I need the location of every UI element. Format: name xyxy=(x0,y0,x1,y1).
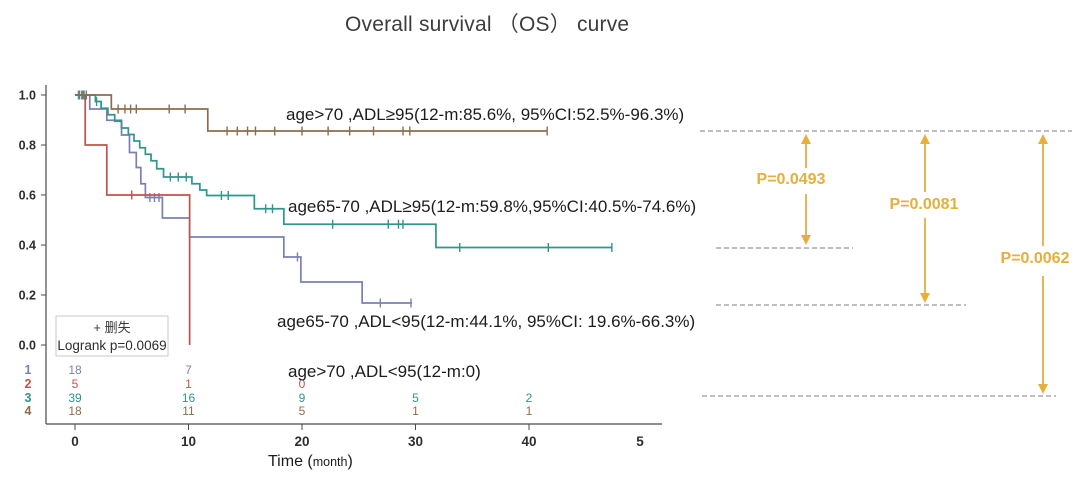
legend-censor-label: + 删失 xyxy=(93,320,130,335)
plot-dynamic-layer: 0 10 20 30 40 51.00.80.60.40.20.01 18 72 5 1 03 39 1… xyxy=(19,89,645,450)
curve-label-age65-70-adl-ge95: age65-70 ,ADL≥95(12-m:59.8%,95%CI:40.5%-… xyxy=(288,197,696,216)
curve-label-age-gt70-adl-lt95: age>70 ,ADL<95(12-m:0) xyxy=(288,362,481,381)
risk-count-age65-70-adl-lt95: 7 xyxy=(185,363,192,377)
risk-count-age65-70-adl-lt95: 18 xyxy=(68,363,82,377)
chart-title: Overall survival （OS） curve xyxy=(345,13,630,36)
x-tick-label: 40 xyxy=(521,434,536,449)
x-tick-label-truncated: 5 xyxy=(636,434,644,449)
y-tick-label: 0.2 xyxy=(19,289,36,303)
p-value-arrow-2 xyxy=(920,134,930,303)
risk-row-index-age65-70-adl-lt95: 1 xyxy=(25,363,32,377)
x-axis-title: Time (month) xyxy=(268,453,353,470)
curve-label-age65-70-adl-lt95: age65-70 ,ADL<95(12-m:44.1%, 95%CI: 19.6… xyxy=(277,312,695,331)
p-value-label-2: P=0.0081 xyxy=(890,196,959,213)
arrow-up-icon xyxy=(1038,134,1048,144)
x-tick-label: 0 xyxy=(71,434,79,449)
risk-count-age-gt70-adl-ge95: 18 xyxy=(68,404,82,418)
y-tick-label: 0.8 xyxy=(19,139,36,153)
arrow-down-icon xyxy=(801,235,811,245)
risk-count-age65-70-adl-ge95: 5 xyxy=(412,391,419,405)
y-tick-label: 0.4 xyxy=(19,239,36,253)
arrow-down-icon xyxy=(920,293,930,303)
km-curve-age-gt70-adl-lt95 xyxy=(75,94,191,345)
x-tick-label: 20 xyxy=(294,434,309,449)
km-curve-age-gt70-adl-ge95 xyxy=(75,94,548,132)
curve-label-age-gt70-adl-ge95: age>70 ,ADL≥95(12-m:85.6%, 95%CI:52.5%-9… xyxy=(286,105,684,124)
risk-row-index-age-gt70-adl-ge95: 4 xyxy=(25,404,32,418)
arrow-up-icon xyxy=(801,134,811,144)
risk-count-age-gt70-adl-lt95: 1 xyxy=(185,377,192,391)
risk-count-age-gt70-adl-ge95: 1 xyxy=(412,404,419,418)
legend-box: + 删失 Logrank p=0.0069 xyxy=(55,315,169,357)
p-value-arrow-3 xyxy=(1038,134,1048,394)
arrow-up-icon xyxy=(920,134,930,144)
legend-frame xyxy=(55,315,169,357)
risk-count-age65-70-adl-ge95: 9 xyxy=(299,391,306,405)
risk-count-age-gt70-adl-lt95: 0 xyxy=(299,377,306,391)
x-axis-title-prefix: Time ( xyxy=(268,453,313,470)
p-value-arrow-1 xyxy=(801,134,811,245)
risk-count-age-gt70-adl-ge95: 11 xyxy=(182,404,195,418)
km-curve-age65-70-adl-ge95 xyxy=(75,94,612,249)
x-tick-label: 10 xyxy=(181,434,196,449)
y-tick-label: 0.6 xyxy=(19,189,36,203)
risk-row-index-age65-70-adl-ge95: 3 xyxy=(25,391,32,405)
risk-count-age-gt70-adl-ge95: 5 xyxy=(299,404,306,418)
risk-count-age-gt70-adl-lt95: 5 xyxy=(72,377,79,391)
legend-logrank-label: Logrank p=0.0069 xyxy=(57,338,166,353)
p-value-label-1: P=0.0493 xyxy=(757,171,826,188)
risk-count-age65-70-adl-ge95: 2 xyxy=(526,391,533,405)
x-tick-label: 30 xyxy=(408,434,423,449)
arrow-down-icon xyxy=(1038,384,1048,394)
risk-count-age65-70-adl-ge95: 39 xyxy=(68,391,82,405)
x-axis-title-suffix: ) xyxy=(347,453,352,470)
x-axis-title-unit: month xyxy=(313,455,348,469)
risk-count-age-gt70-adl-ge95: 1 xyxy=(526,404,533,418)
risk-row-index-age-gt70-adl-lt95: 2 xyxy=(25,377,32,391)
p-value-label-3: P=0.0062 xyxy=(1001,250,1070,267)
risk-count-age65-70-adl-ge95: 16 xyxy=(182,391,196,405)
y-tick-label: 1.0 xyxy=(19,89,36,103)
y-tick-label: 0.0 xyxy=(19,339,36,353)
